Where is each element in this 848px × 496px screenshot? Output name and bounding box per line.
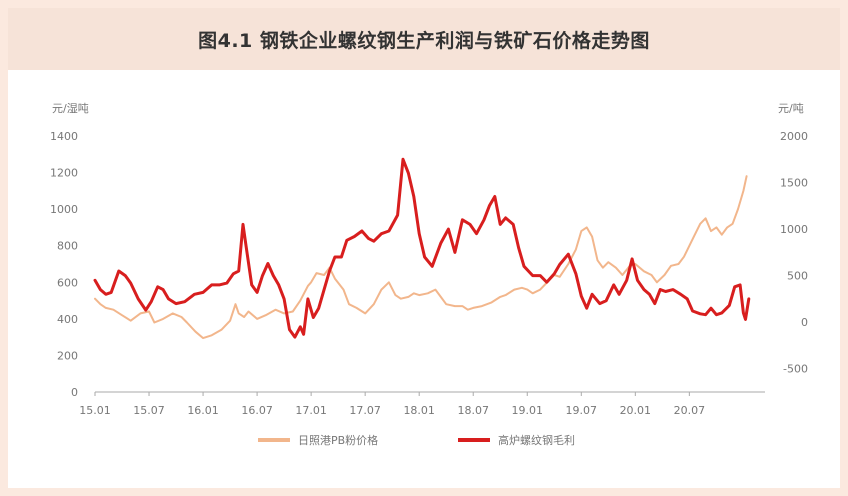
legend-label-iron-ore: 日照港PB粉价格: [298, 433, 378, 447]
x-tick-label: 16.07: [241, 404, 273, 417]
y-right-tick-label: 2000: [780, 130, 808, 143]
y-left-tick-label: 200: [57, 349, 78, 362]
y-right-axis-label: 元/吨: [778, 102, 804, 115]
y-left-tick-label: 1400: [50, 130, 78, 143]
x-tick-label: 19.07: [566, 404, 598, 417]
x-tick-label: 15.07: [133, 404, 165, 417]
y-left-tick-label: 400: [57, 313, 78, 326]
x-tick-label: 20.01: [620, 404, 652, 417]
series-line-margin: [93, 157, 751, 339]
x-tick-label: 20.07: [674, 404, 706, 417]
series-line-iron-ore: [94, 175, 748, 340]
y-left-axis-label: 元/湿吨: [52, 102, 89, 115]
x-tick-label: 17.01: [295, 404, 327, 417]
y-right-tick-label: 500: [787, 270, 808, 283]
y-right-tick-label: -500: [783, 363, 808, 376]
y-left-tick-label: 600: [57, 276, 78, 289]
x-tick-label: 18.07: [457, 404, 489, 417]
x-tick-label: 16.01: [187, 404, 219, 417]
y-right-tick-label: 1500: [780, 177, 808, 190]
y-right-tick-label: 0: [801, 316, 808, 329]
y-left-tick-label: 1200: [50, 167, 78, 180]
x-tick-label: 15.01: [79, 404, 111, 417]
title-bar: 图4.1 钢铁企业螺纹钢生产利润与铁矿石价格走势图: [8, 8, 840, 70]
y-left-tick-label: 0: [71, 386, 78, 399]
x-tick-label: 17.07: [349, 404, 381, 417]
y-left-tick-label: 800: [57, 240, 78, 253]
chart-title: 图4.1 钢铁企业螺纹钢生产利润与铁矿石价格走势图: [198, 29, 650, 52]
legend-label-margin: 高炉螺纹钢毛利: [498, 433, 575, 447]
y-right-tick-label: 1000: [780, 223, 808, 236]
x-tick-label: 19.01: [512, 404, 544, 417]
x-tick-label: 18.01: [403, 404, 435, 417]
y-left-tick-label: 1000: [50, 203, 78, 216]
